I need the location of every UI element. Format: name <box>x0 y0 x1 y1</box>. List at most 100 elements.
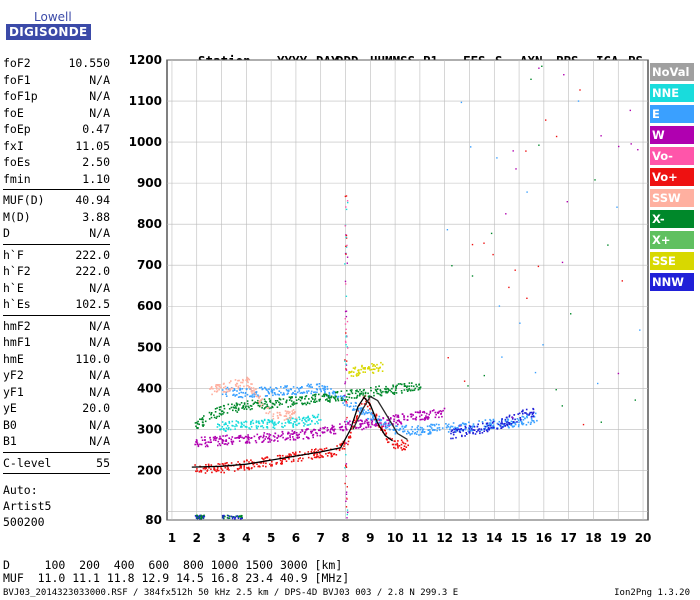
echo-point <box>312 436 314 439</box>
echo-point <box>250 395 252 398</box>
echo-point <box>237 422 240 424</box>
echo-point <box>288 396 291 398</box>
echo-point <box>280 434 283 436</box>
echo-point <box>372 368 375 370</box>
version-label: Ion2Png 1.3.20 <box>614 588 690 598</box>
echo-point <box>241 381 244 384</box>
x-tick-label: 14 <box>486 531 503 545</box>
echo-point <box>486 423 488 426</box>
echo-point <box>298 422 301 425</box>
echo-point <box>283 387 285 389</box>
echo-point <box>292 417 294 420</box>
echo-point <box>257 399 259 402</box>
echo-point <box>258 397 260 399</box>
echo-point <box>375 386 377 388</box>
echo-point <box>267 441 270 443</box>
echo-point <box>397 416 400 419</box>
echo-point <box>366 405 369 408</box>
echo-point <box>350 390 353 393</box>
echo-point <box>395 431 397 433</box>
echo-point <box>260 462 262 464</box>
echo-point <box>228 390 230 392</box>
echo-point <box>305 420 308 423</box>
echo-point <box>323 431 325 433</box>
param-name: B1 <box>3 434 17 448</box>
echo-point <box>351 409 354 411</box>
echo-point <box>297 434 299 436</box>
echo-point <box>382 390 384 393</box>
param-row: hmF1 N/A <box>3 335 110 352</box>
echo-point <box>385 390 387 393</box>
echo-point <box>492 253 494 256</box>
echo-point <box>287 431 290 434</box>
echo-point <box>311 414 314 417</box>
echo-point <box>303 431 306 434</box>
echo-point <box>344 400 346 403</box>
echo-point <box>256 427 258 430</box>
echo-point <box>375 390 378 393</box>
echo-point <box>530 411 533 414</box>
echo-point <box>349 424 351 426</box>
echo-point <box>324 388 327 391</box>
echo-point <box>522 416 525 418</box>
echo-point <box>335 391 337 394</box>
echo-point <box>344 323 347 325</box>
echo-point <box>289 411 291 413</box>
echo-point <box>325 399 327 401</box>
echo-point <box>483 430 485 432</box>
echo-point <box>326 394 328 396</box>
echo-point <box>380 424 382 426</box>
echo-point <box>324 386 326 389</box>
echo-point <box>265 436 267 438</box>
param-name: h`F <box>3 247 24 262</box>
echo-point <box>210 412 213 414</box>
echo-point <box>294 421 296 423</box>
x-tick-label: 8 <box>341 531 349 545</box>
echo-point <box>259 436 261 438</box>
param-value: N/A <box>89 89 110 103</box>
echo-point <box>520 418 522 421</box>
echo-point <box>367 392 369 395</box>
echo-point <box>371 423 373 426</box>
auto-label: Auto: <box>3 483 38 497</box>
echo-point <box>344 318 346 320</box>
echo-point <box>237 436 239 439</box>
echo-point <box>261 425 264 427</box>
echo-point <box>316 388 319 391</box>
echo-point <box>396 442 399 445</box>
echo-point <box>421 430 424 432</box>
echo-point <box>263 408 266 410</box>
echo-point <box>302 391 305 394</box>
echo-point <box>271 463 273 466</box>
echo-point <box>266 456 268 458</box>
echo-point <box>218 424 220 426</box>
echo-point <box>291 412 294 415</box>
echo-point <box>223 443 226 445</box>
echo-point <box>262 465 264 467</box>
param-value: 1.10 <box>82 171 110 186</box>
echo-point <box>277 417 279 419</box>
echo-point <box>247 434 249 436</box>
echo-point <box>362 422 364 425</box>
echo-point <box>216 384 219 386</box>
echo-point <box>345 295 348 297</box>
echo-point <box>425 415 427 417</box>
echo-point <box>289 436 291 439</box>
param-value: 55 <box>96 455 110 470</box>
echo-point <box>248 386 251 388</box>
echo-point <box>467 427 470 429</box>
echo-point <box>393 446 395 449</box>
echo-point <box>375 419 377 422</box>
echo-point <box>345 369 348 371</box>
echo-point <box>287 417 289 420</box>
echo-point <box>471 429 474 432</box>
echo-point <box>382 417 384 419</box>
echo-point <box>294 438 297 441</box>
echo-point <box>321 385 323 387</box>
echo-point <box>264 407 266 409</box>
echo-point <box>492 427 494 429</box>
echo-point <box>384 388 386 390</box>
echo-point <box>498 420 501 423</box>
echo-point <box>394 447 397 450</box>
echo-point <box>214 408 217 410</box>
